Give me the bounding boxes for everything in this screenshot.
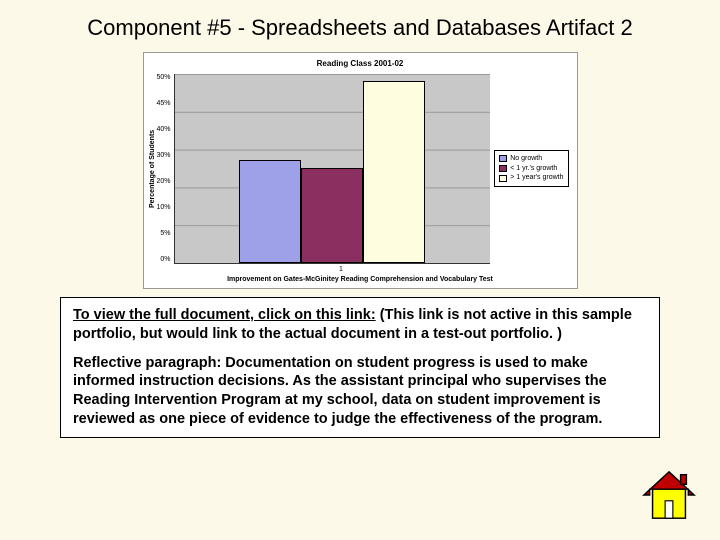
legend-label: No growth [510, 154, 542, 164]
x-axis-tick: 1 [180, 264, 503, 273]
legend-swatch [499, 175, 507, 182]
chart-legend: No growth< 1 yr.'s growth> 1 year's grow… [494, 150, 568, 187]
chart-title: Reading Class 2001-02 [148, 59, 573, 68]
chart-container: Reading Class 2001-02 Percentage of Stud… [143, 52, 578, 289]
y-tick: 50% [157, 74, 171, 81]
legend-swatch [499, 165, 507, 172]
legend-item: > 1 year's growth [499, 173, 563, 183]
chart-body: Percentage of Students 50% 45% 40% 30% 20% 10… [148, 74, 573, 264]
legend-item: < 1 yr.'s growth [499, 164, 563, 174]
y-axis-ticks: 50% 45% 40% 30% 20% 10% 5% 0% [157, 74, 174, 264]
x-axis-label: Improvement on Gates-McGinitey Reading C… [148, 276, 573, 284]
y-tick: 10% [157, 204, 171, 211]
y-tick: 40% [157, 126, 171, 133]
y-tick: 45% [157, 100, 171, 107]
legend-item: No growth [499, 154, 563, 164]
chart-bar [239, 160, 301, 262]
y-tick: 20% [157, 178, 171, 185]
page-title: Component #5 - Spreadsheets and Database… [0, 0, 720, 48]
reflective-paragraph: Reflective paragraph: Documentation on s… [73, 354, 647, 429]
y-tick: 5% [157, 230, 171, 237]
home-icon[interactable] [640, 466, 698, 524]
plot-area [174, 74, 491, 264]
description-textbox: To view the full document, click on this… [60, 297, 660, 438]
chart-bar [301, 168, 363, 263]
y-tick: 30% [157, 152, 171, 159]
chart-bar [363, 81, 425, 262]
legend-label: < 1 yr.'s growth [510, 164, 557, 174]
y-axis-label: Percentage of Students [148, 74, 157, 264]
link-paragraph: To view the full document, click on this… [73, 306, 647, 344]
legend-label: > 1 year's growth [510, 173, 563, 183]
legend-swatch [499, 155, 507, 162]
document-link[interactable]: To view the full document, click on this… [73, 307, 376, 323]
y-tick: 0% [157, 256, 171, 263]
